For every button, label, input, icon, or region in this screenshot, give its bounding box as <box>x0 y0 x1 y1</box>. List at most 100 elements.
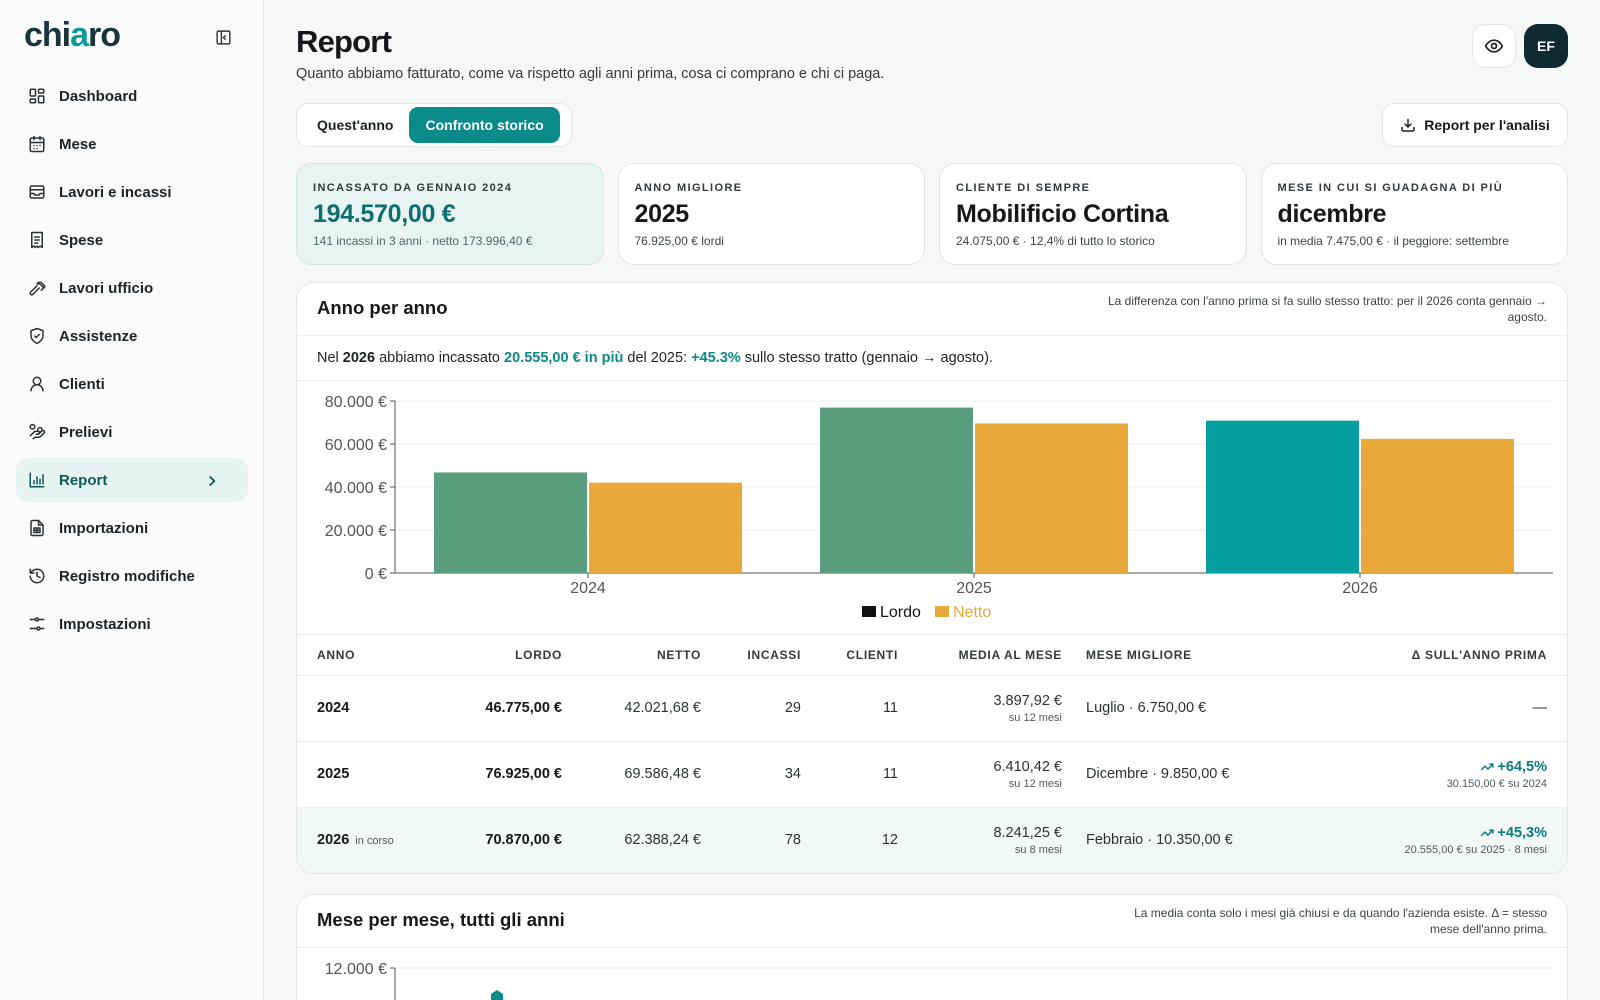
cell-year: 2024 <box>297 675 447 742</box>
kpi-value: Mobilificio Cortina <box>956 200 1169 228</box>
sidebar-item-dashboard[interactable]: Dashboard <box>16 74 248 118</box>
cell-lordo: 70.870,00 € <box>447 807 582 873</box>
sidebar-item-prelievi[interactable]: Prelievi <box>16 410 248 454</box>
page-title: Report <box>296 24 392 59</box>
bar-lordo <box>1206 420 1359 573</box>
cell-media: 6.410,42 € su 12 mesi <box>918 741 1082 808</box>
avatar[interactable]: EF <box>1524 24 1568 68</box>
sidebar-item-impostazioni[interactable]: Impostazioni <box>16 602 248 646</box>
export-report-button[interactable]: Report per l'analisi <box>1382 103 1568 147</box>
monthly-card: Mese per mese, tutti gli anni La media c… <box>296 894 1568 1000</box>
table-row[interactable]: 2024 46.775,00 € 42.021,68 € 29 11 3.897… <box>297 675 1567 742</box>
x-tick-label: 2025 <box>956 580 992 597</box>
data-point <box>491 990 503 1000</box>
kpi-value: 194.570,00 € <box>313 200 456 228</box>
column-header: MEDIA AL MESE <box>918 635 1082 676</box>
hand-coins-icon <box>29 423 46 440</box>
app-logo[interactable]: chiaro <box>24 16 121 54</box>
kpi-card: INCASSATO DA GENNAIO 2024 194.570,00 € 1… <box>296 163 604 265</box>
column-header: NETTO <box>582 635 721 676</box>
cell-incassi: 78 <box>721 807 821 873</box>
in-progress-tag: in corso <box>355 835 394 848</box>
kpi-label: MESE IN CUI SI GUADAGNA DI PIÙ <box>1277 182 1504 194</box>
history-icon <box>29 568 45 584</box>
card-header: Mese per mese, tutti gli anni La media c… <box>297 895 1567 948</box>
table-header-row: ANNO LORDO NETTO INCASSI CLIENTI MEDIA A… <box>297 635 1567 676</box>
tab-history[interactable]: Confronto storico <box>409 107 560 143</box>
tab-this-year[interactable]: Quest'anno <box>317 117 394 133</box>
y-tick-label: 60.000 € <box>325 437 387 454</box>
kpi-label: CLIENTE DI SEMPRE <box>956 182 1091 194</box>
cell-lordo: 46.775,00 € <box>447 675 582 742</box>
view-toggle: Quest'anno Confronto storico <box>296 103 572 147</box>
cell-lordo: 76.925,00 € <box>447 741 582 808</box>
cell-best-month: Luglio · 6.750,00 € <box>1082 675 1331 742</box>
yearly-card: Anno per anno La differenza con l'anno p… <box>296 282 1568 874</box>
inbox-icon <box>29 185 45 199</box>
column-header: ANNO <box>297 635 447 676</box>
sidebar-item-lavori-e-incassi[interactable]: Lavori e incassi <box>16 170 248 214</box>
sidebar-item-lavori-ufficio[interactable]: Lavori ufficio <box>16 266 248 310</box>
y-tick-label: 40.000 € <box>325 480 387 497</box>
column-header: LORDO <box>447 635 582 676</box>
legend-label-lordo: Lordo <box>880 604 921 621</box>
card-header: Anno per anno La differenza con l'anno p… <box>297 283 1567 336</box>
sidebar: chiaro Dashboard Mese Lavori e incassi Spes… <box>0 0 264 1000</box>
x-tick-label: 2024 <box>570 580 606 597</box>
receipt-icon <box>31 231 43 249</box>
card-note: La differenza con l'anno prima si fa sul… <box>1108 294 1547 324</box>
kpi-sub: 141 incassi in 3 anni · netto 173.996,40… <box>313 234 533 248</box>
sidebar-collapse-icon[interactable] <box>213 27 233 47</box>
cell-clienti: 11 <box>821 675 918 742</box>
sidebar-item-label: Assistenze <box>59 327 138 345</box>
kpi-value: dicembre <box>1277 200 1387 228</box>
y-tick-label: 0 € <box>365 566 387 583</box>
sidebar-item-label: Registro modifiche <box>59 567 195 585</box>
cell-best-month: Dicembre · 9.850,00 € <box>1082 741 1331 808</box>
sidebar-nav: Dashboard Mese Lavori e incassi Spese Lavori… <box>16 74 248 650</box>
sidebar-item-label: Spese <box>59 231 104 249</box>
eye-icon[interactable] <box>1472 24 1516 68</box>
table-row-current[interactable]: 2026 in corso 70.870,00 € 62.388,24 € 78 … <box>297 807 1567 873</box>
kpi-label: INCASSATO DA GENNAIO 2024 <box>313 182 513 194</box>
page-subtitle: Quanto abbiamo fatturato, come va rispet… <box>296 66 885 82</box>
summary-year: 2026 <box>342 350 376 366</box>
legend-label-netto: Netto <box>953 604 991 621</box>
sidebar-item-label: Lavori e incassi <box>59 183 172 201</box>
card-title: Mese per mese, tutti gli anni <box>317 909 565 930</box>
yearly-table: ANNO LORDO NETTO INCASSI CLIENTI MEDIA A… <box>297 635 1567 873</box>
chevron-right-icon <box>209 475 216 487</box>
sidebar-item-mese[interactable]: Mese <box>16 122 248 166</box>
kpi-value: 2025 <box>634 200 690 228</box>
kpi-label: ANNO MIGLIORE <box>634 182 743 194</box>
trending-up-icon <box>1481 829 1494 837</box>
sidebar-item-assistenze[interactable]: Assistenze <box>16 314 248 358</box>
sidebar-item-spese[interactable]: Spese <box>16 218 248 262</box>
file-spreadsheet-icon <box>30 519 44 537</box>
legend-swatch-netto <box>935 606 949 617</box>
sidebar-item-label: Dashboard <box>59 87 138 105</box>
sidebar-item-label: Mese <box>59 135 97 153</box>
cell-media: 8.241,25 € su 8 mesi <box>918 807 1082 873</box>
sidebar-item-importazioni[interactable]: Importazioni <box>16 506 248 550</box>
legend-swatch-lordo <box>862 606 876 617</box>
sidebar-item-label: Clienti <box>59 375 105 393</box>
kpi-sub: in media 7.475,00 € · il peggiore: sette… <box>1277 234 1509 248</box>
column-header: CLIENTI <box>821 635 918 676</box>
sidebar-item-clienti[interactable]: Clienti <box>16 362 248 406</box>
table-row[interactable]: 2025 76.925,00 € 69.586,48 € 34 11 6.410… <box>297 741 1567 808</box>
cell-year: 2025 <box>297 741 447 808</box>
cell-netto: 69.586,48 € <box>582 741 721 808</box>
sidebar-item-label: Importazioni <box>59 519 149 537</box>
cell-delta: +45,3% 20.555,00 € su 2025 · 8 mesi <box>1330 807 1567 873</box>
sidebar-item-label: Prelievi <box>59 423 113 441</box>
cell-year: 2026 in corso <box>297 807 447 873</box>
user-icon <box>30 376 44 392</box>
monthly-chart: 12.000 € <box>297 948 1567 1000</box>
sidebar-item-report[interactable]: Report <box>16 458 248 502</box>
x-tick-label: 2026 <box>1342 580 1378 597</box>
download-icon <box>1401 119 1415 132</box>
sidebar-item-label: Lavori ufficio <box>59 279 154 297</box>
bar-netto <box>1361 438 1514 573</box>
sidebar-item-registro-modifiche[interactable]: Registro modifiche <box>16 554 248 598</box>
